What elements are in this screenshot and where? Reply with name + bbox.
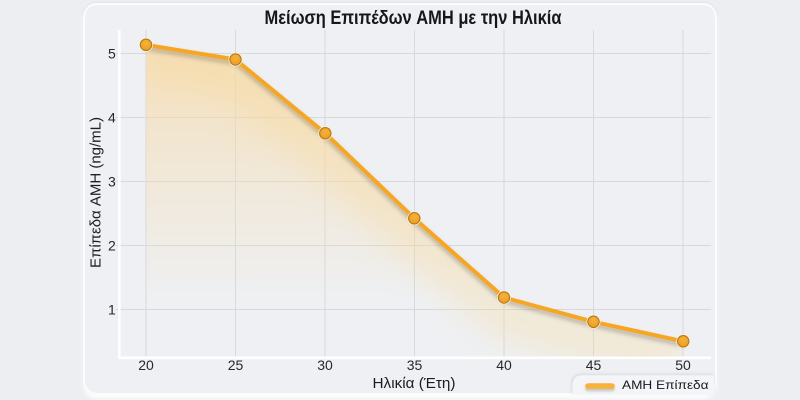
svg-text:5: 5 <box>108 45 116 61</box>
svg-text:1: 1 <box>108 301 116 317</box>
svg-text:AMH Επίπεδα: AMH Επίπεδα <box>622 378 709 392</box>
svg-text:3: 3 <box>108 173 116 189</box>
svg-text:25: 25 <box>228 357 244 373</box>
svg-text:50: 50 <box>675 357 691 373</box>
svg-text:Μείωση Επιπέδων AMH με την Ηλι: Μείωση Επιπέδων AMH με την Ηλικία <box>265 7 562 29</box>
svg-text:20: 20 <box>138 357 154 373</box>
svg-text:30: 30 <box>317 357 333 373</box>
svg-text:40: 40 <box>496 357 512 373</box>
svg-text:2: 2 <box>108 237 116 253</box>
svg-text:Ηλικία (Έτη): Ηλικία (Έτη) <box>373 376 456 392</box>
svg-text:45: 45 <box>586 357 602 373</box>
svg-text:35: 35 <box>407 357 423 373</box>
svg-text:Επίπεδα AMH (ng/mL): Επίπεδα AMH (ng/mL) <box>88 117 105 268</box>
svg-text:4: 4 <box>108 109 116 125</box>
